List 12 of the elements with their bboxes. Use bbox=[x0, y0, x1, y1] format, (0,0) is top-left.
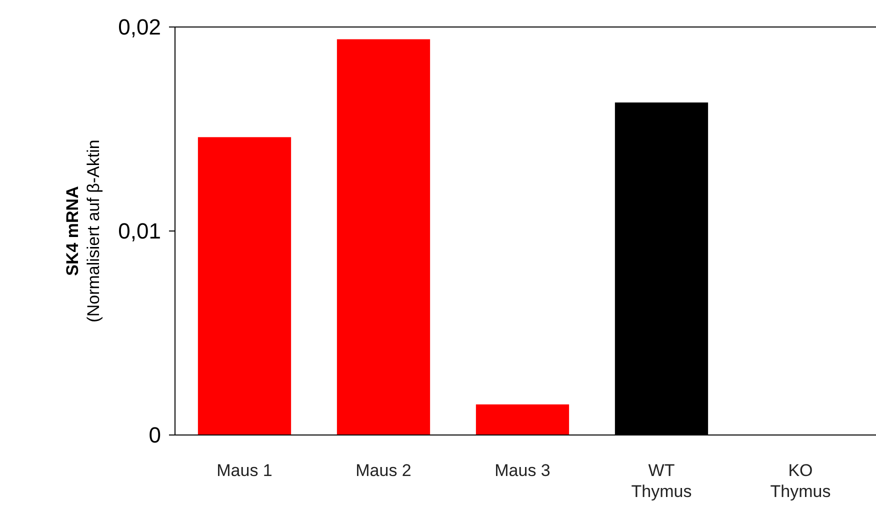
x-tick-label: WT Thymus bbox=[631, 461, 692, 501]
y-tick-label: 0,01 bbox=[118, 218, 161, 244]
x-tick-label: Maus 3 bbox=[494, 461, 550, 480]
x-tick-label: Maus 1 bbox=[216, 461, 272, 480]
y-tick-label: 0 bbox=[148, 422, 161, 448]
y-axis-title: SK4 mRNA (Normalisiert auf β-Aktin bbox=[63, 140, 103, 322]
x-tick-label: KO Thymus bbox=[770, 461, 831, 501]
bar bbox=[336, 39, 430, 435]
x-tick-label: Maus 2 bbox=[356, 461, 412, 480]
bar bbox=[476, 404, 570, 435]
y-tick-label: 0,02 bbox=[118, 14, 161, 40]
bar bbox=[198, 137, 292, 435]
